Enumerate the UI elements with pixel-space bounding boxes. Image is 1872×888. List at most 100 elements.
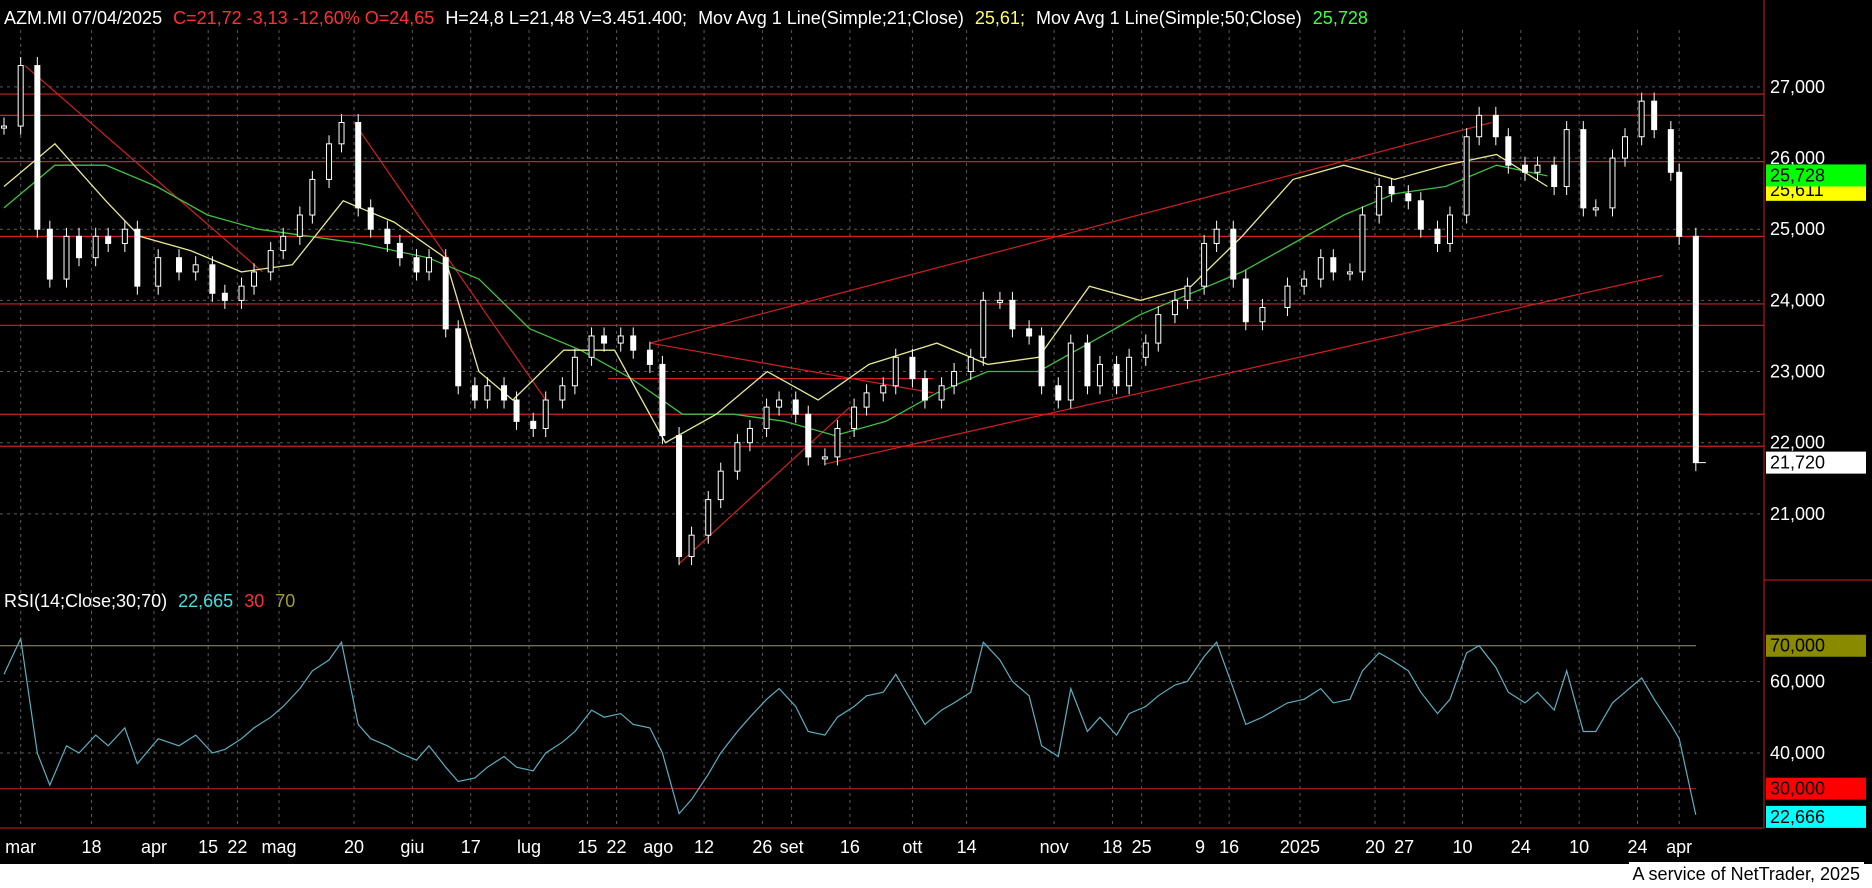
x-tick-label: 18 (1102, 837, 1122, 857)
candle-body (1551, 164, 1558, 188)
chart-canvas[interactable]: 27,000 26,000 25,000 24,000 23,000 22,000 21,0… (0, 0, 1872, 864)
candle (513, 391, 520, 430)
x-tick-label: 20 (344, 837, 364, 857)
candle (426, 249, 433, 281)
candle (1676, 163, 1683, 245)
x-tick-label: 22 (607, 837, 627, 857)
candle (1113, 355, 1120, 395)
badge-rsi-value-text: 22,666 (1770, 807, 1825, 827)
x-axis-ticks: mar 18 apr 15 22 mag 20 giu 17 lug 15 22 ago 12 26 set 1… (5, 837, 1692, 857)
candle-body (805, 413, 812, 458)
candle-body (1388, 186, 1395, 195)
candle (396, 234, 403, 267)
candle (1317, 249, 1324, 288)
candle (92, 227, 99, 267)
candle (1376, 178, 1383, 224)
candle (1651, 92, 1658, 139)
candle-body (1676, 171, 1683, 237)
candle-body (121, 228, 128, 244)
ma50-path (3, 164, 1548, 437)
badge-ma50-text: 25,728 (1770, 165, 1825, 185)
candle (1609, 149, 1616, 217)
x-tick-label: 26 (752, 837, 772, 857)
header-sep1: ; (682, 8, 687, 28)
candle (851, 398, 858, 437)
candle (734, 434, 741, 480)
candle (1476, 106, 1483, 146)
candle-body (396, 242, 403, 259)
support-resistance-levels (0, 93, 1764, 447)
candle (296, 206, 303, 245)
candle (338, 113, 345, 153)
header-ohlc: C=21,72 -3,13 -12,60% O=24,65 (173, 8, 434, 28)
candle-body (413, 257, 420, 273)
candle-body (484, 385, 491, 401)
x-tick-label: giu (400, 837, 424, 857)
badge-ma50: 25,728 (1766, 164, 1866, 187)
candle (1301, 270, 1308, 295)
price-y-tick: 22,000 (1770, 433, 1825, 453)
header-ma21-value: 25,61 (975, 8, 1020, 28)
candle (921, 370, 928, 409)
candle-body (209, 264, 216, 294)
candle (1084, 334, 1091, 395)
candle (209, 256, 216, 302)
candle (1405, 185, 1412, 210)
rsi-header: RSI(14;Close;30;70) 22,665 30 70 (4, 591, 295, 611)
candle (834, 419, 841, 466)
candle-body (880, 385, 887, 394)
candle (688, 526, 695, 566)
trendline (649, 342, 934, 394)
candle (1580, 121, 1587, 217)
header-ma50-value: 25,728 (1313, 8, 1368, 28)
trendline (24, 65, 263, 273)
header-sep2: ; (1020, 8, 1025, 28)
x-tick-label: 16 (840, 837, 860, 857)
candle-body (1492, 114, 1499, 138)
candle (501, 377, 508, 409)
candle (442, 249, 449, 338)
candle-body (1667, 129, 1674, 173)
candle-body (1534, 164, 1541, 173)
candle-body (1592, 207, 1599, 211)
candle-body (251, 271, 258, 287)
candle-body (1346, 271, 1353, 275)
candle (1026, 320, 1033, 345)
candle-body (792, 399, 799, 415)
rsi-y-tick: 40,000 (1770, 743, 1825, 763)
candle-body (134, 228, 141, 287)
candle-body (1113, 363, 1120, 387)
trendlines (24, 65, 1663, 565)
trendline (353, 122, 547, 401)
candle (1638, 92, 1645, 146)
candle-body (1463, 136, 1470, 216)
trendline (649, 121, 1492, 344)
x-tick-label: 9 (1195, 837, 1205, 857)
candle-body (63, 235, 70, 280)
candle (134, 220, 141, 295)
candle (1417, 192, 1424, 238)
candle-body (601, 335, 608, 344)
candle (1142, 334, 1149, 366)
x-tick-label: 10 (1452, 837, 1472, 857)
candle-body (951, 371, 958, 387)
x-tick-label: set (780, 837, 804, 857)
candle-body (46, 228, 53, 280)
candle (1067, 334, 1074, 409)
x-tick-label: 18 (81, 837, 101, 857)
candle (1184, 277, 1191, 309)
candle-body (1142, 342, 1149, 358)
candle (267, 242, 274, 281)
x-tick-label: 27 (1394, 837, 1414, 857)
trendline (824, 274, 1663, 465)
candle-body (776, 399, 783, 408)
candle-body (1330, 257, 1337, 273)
candle (1551, 156, 1558, 196)
x-tick-label: 25 (1132, 837, 1152, 857)
candle (367, 199, 374, 238)
candle (413, 249, 420, 281)
candle (1692, 227, 1699, 472)
candle (1055, 377, 1062, 409)
candle (355, 113, 362, 217)
candle-body (238, 285, 245, 301)
